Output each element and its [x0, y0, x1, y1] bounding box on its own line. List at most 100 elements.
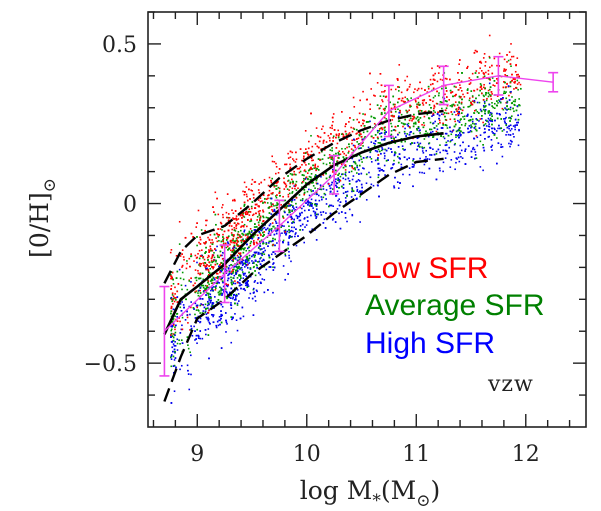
scatter-point	[250, 189, 252, 192]
scatter-point	[478, 72, 480, 74]
x-axis-title: log M*(M⊙)	[300, 476, 440, 511]
scatter-point	[321, 158, 324, 160]
scatter-point	[391, 166, 394, 169]
scatter-point	[261, 260, 263, 262]
scatter-point	[291, 178, 293, 181]
scatter-point	[289, 181, 292, 184]
scatter-point	[219, 323, 221, 326]
scatter-point	[485, 94, 487, 96]
scatter-point	[417, 97, 419, 100]
scatter-point	[170, 325, 172, 328]
scatter-point	[455, 130, 458, 133]
scatter-point	[374, 95, 376, 97]
scatter-point	[348, 180, 351, 182]
scatter-point	[460, 134, 462, 136]
scatter-point	[335, 136, 337, 139]
scatter-point	[434, 120, 436, 123]
scatter-point	[247, 285, 250, 287]
scatter-point	[392, 115, 394, 118]
scatter-point	[397, 120, 400, 123]
scatter-point	[310, 112, 312, 115]
scatter-point	[240, 277, 242, 279]
scatter-point	[225, 211, 228, 214]
scatter-point	[475, 70, 478, 72]
scatter-point	[219, 286, 221, 289]
scatter-point	[308, 140, 310, 143]
scatter-point	[239, 229, 242, 232]
scatter-point	[291, 210, 293, 212]
scatter-point	[195, 338, 197, 340]
scatter-point	[253, 281, 256, 283]
scatter-point	[206, 307, 209, 310]
scatter-point	[490, 120, 492, 122]
scatter-point	[345, 134, 348, 137]
scatter-point	[288, 229, 290, 231]
scatter-point	[308, 201, 311, 204]
scatter-point	[504, 107, 506, 109]
scatter-point	[436, 80, 439, 83]
scatter-point	[409, 143, 412, 145]
scatter-point	[235, 269, 237, 272]
scatter-point	[499, 127, 501, 130]
scatter-point	[242, 240, 245, 243]
scatter-point	[409, 127, 411, 129]
scatter-point	[488, 34, 491, 37]
scatter-point	[322, 188, 325, 190]
scatter-point	[397, 161, 400, 164]
scatter-point	[398, 153, 401, 155]
scatter-point	[243, 193, 246, 196]
scatter-point	[476, 110, 479, 113]
scatter-point	[195, 309, 198, 311]
scatter-point	[424, 132, 427, 135]
scatter-point	[212, 286, 215, 288]
scatter-point	[288, 211, 290, 214]
scatter-point	[245, 233, 247, 236]
scatter-point	[392, 163, 394, 166]
scatter-point	[291, 217, 293, 220]
scatter-point	[180, 310, 183, 312]
scatter-point	[257, 221, 260, 224]
scatter-point	[246, 255, 249, 258]
scatter-point	[258, 253, 260, 255]
scatter-point	[401, 97, 404, 100]
scatter-point	[329, 149, 332, 151]
scatter-point	[224, 266, 227, 268]
scatter-point	[309, 178, 312, 181]
scatter-point	[222, 240, 225, 242]
scatter-point	[291, 199, 294, 202]
scatter-point	[359, 147, 362, 150]
scatter-point	[188, 388, 191, 391]
scatter-point	[255, 289, 258, 292]
scatter-point	[314, 143, 317, 145]
scatter-point	[295, 184, 297, 186]
scatter-point	[259, 219, 261, 222]
scatter-point	[353, 138, 355, 141]
scatter-point	[314, 214, 317, 217]
scatter-point	[332, 120, 334, 123]
scatter-point	[437, 148, 440, 151]
scatter-point	[471, 100, 474, 102]
scatter-point	[211, 255, 214, 257]
scatter-point	[213, 211, 215, 213]
scatter-point	[479, 166, 482, 168]
scatter-point	[407, 125, 410, 127]
scatter-point	[406, 133, 408, 135]
scatter-point	[231, 251, 233, 253]
scatter-point	[251, 260, 253, 262]
scatter-point	[376, 158, 379, 161]
scatter-point	[248, 230, 251, 233]
scatter-point	[307, 169, 310, 172]
scatter-point	[416, 148, 419, 151]
scatter-point	[215, 237, 217, 239]
scatter-point	[409, 104, 411, 107]
scatter-point	[293, 207, 295, 210]
scatter-point	[475, 135, 478, 137]
scatter-point	[220, 310, 222, 312]
scatter-point	[181, 324, 183, 327]
scatter-point	[299, 199, 302, 202]
scatter-point	[475, 129, 478, 132]
scatter-point	[207, 270, 210, 272]
scatter-point	[292, 221, 294, 223]
scatter-point	[185, 267, 188, 270]
scatter-point	[315, 169, 317, 172]
